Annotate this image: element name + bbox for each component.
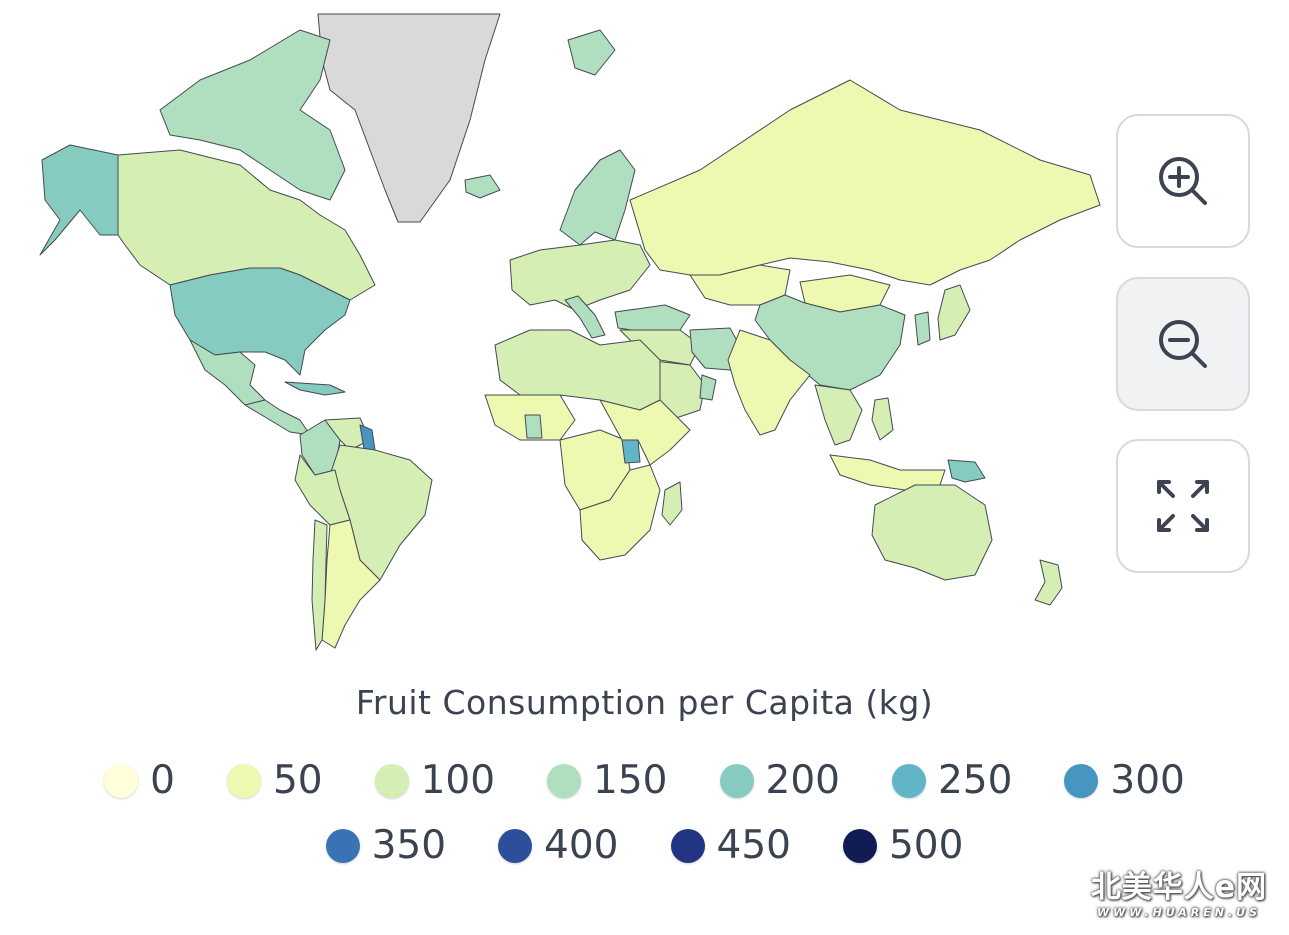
legend-item[interactable]: 50 [226,758,323,803]
legend-swatch [226,763,261,798]
map-region-uganda[interactable]: Uganda [621,439,641,464]
map-region-madagascar[interactable]: Madagascar [661,481,683,526]
map-region-venezuela[interactable]: Venezuela [324,417,371,451]
map-region-italy[interactable]: Italy [564,295,606,339]
legend-item[interactable]: 200 [719,758,840,803]
map-region-southern-africa[interactable]: Southern Africa [579,464,661,561]
legend-row: 0 50 100 150 200 250 300 [0,758,1289,803]
map-region-east-africa[interactable]: East Africa [599,399,691,466]
map-region-greenland[interactable]: Greenland [317,13,501,223]
map-region-new-zealand[interactable]: New Zealand [1034,559,1063,606]
legend-item[interactable]: 400 [498,823,619,868]
legend-item[interactable]: 100 [374,758,496,803]
map-region-alaska[interactable]: Alaska [39,144,119,256]
map-region-caribbean[interactable]: Caribbean [284,381,346,396]
legend-swatch [670,828,705,863]
legend-swatch [325,828,360,863]
legend-swatch [547,763,582,798]
map-region-japan[interactable]: Japan [937,284,971,341]
map-region-ghana[interactable]: Ghana [524,414,543,439]
map-region-south-asia[interactable]: South Asia [727,329,811,436]
map-region-mexico[interactable]: Mexico [189,339,266,406]
map-region-central-america[interactable]: Central America [244,399,311,436]
legend-label: 300 [1110,758,1185,803]
fullscreen-button[interactable] [1116,439,1250,573]
legend-swatch [891,763,926,798]
map-region-svalbard[interactable]: Svalbard [567,29,616,76]
legend-label: 450 [716,823,791,868]
site-watermark-badge: 北美华人e网 WWW.HUAREN.US [1084,862,1274,919]
legend-swatch [842,828,877,863]
legend-item[interactable]: 350 [325,823,447,868]
badge-url: WWW.HUAREN.US [1096,906,1261,919]
expand-icon [1157,480,1209,532]
legend-label: 50 [272,758,323,803]
badge-title: 北美华人e网 [1090,870,1268,905]
map-region-turkey[interactable]: Turkey [614,304,691,333]
map-region-scandinavia[interactable]: Scandinavia [559,149,636,246]
legend-swatch [719,763,754,798]
map-region-philippines[interactable]: Philippines [871,397,894,441]
map-region-europe[interactable]: Europe [509,239,651,311]
legend-swatch [104,763,139,798]
map-region-papua-new-guinea[interactable]: Papua New Guinea [947,459,986,483]
map-region-russia[interactable]: Russia [629,79,1101,286]
legend-item[interactable]: 300 [1064,758,1185,803]
legend-title: Fruit Consumption per Capita (kg) [355,683,934,722]
legend-swatch [498,828,533,863]
legend-label: 200 [765,758,840,803]
map-region-korea[interactable]: Korea [914,311,931,346]
legend-row: 350 400 450 500 [0,823,1289,868]
legend-label: 350 [371,823,447,868]
legend-swatch [1064,763,1099,798]
legend-swatch [374,763,409,798]
zoom-out-button[interactable] [1116,277,1250,411]
legend-item[interactable]: 150 [547,758,668,803]
map-region-oman[interactable]: Oman [699,374,717,401]
legend-item[interactable]: 0 [104,758,175,803]
map-region-iceland[interactable]: Iceland [464,174,501,199]
legend-label: 400 [544,823,619,868]
map-region-canadian-arctic[interactable]: Canadian Arctic [159,29,346,201]
zoom-in-icon [1159,157,1207,205]
map-region-southeast-asia[interactable]: Southeast Asia [814,384,863,446]
legend-label: 250 [937,758,1013,803]
legend-item[interactable]: 250 [891,758,1013,803]
legend-label: 100 [420,758,496,803]
legend-label: 150 [593,758,668,803]
zoom-out-icon [1159,320,1207,368]
legend-label: 500 [888,823,964,868]
map-region-australia[interactable]: Australia [871,484,993,581]
legend-label: 0 [150,758,175,803]
legend-item[interactable]: 500 [842,823,964,868]
map-region-chile[interactable]: Chile [311,519,328,651]
zoom-in-button[interactable] [1116,114,1250,248]
legend-item[interactable]: 450 [670,823,791,868]
